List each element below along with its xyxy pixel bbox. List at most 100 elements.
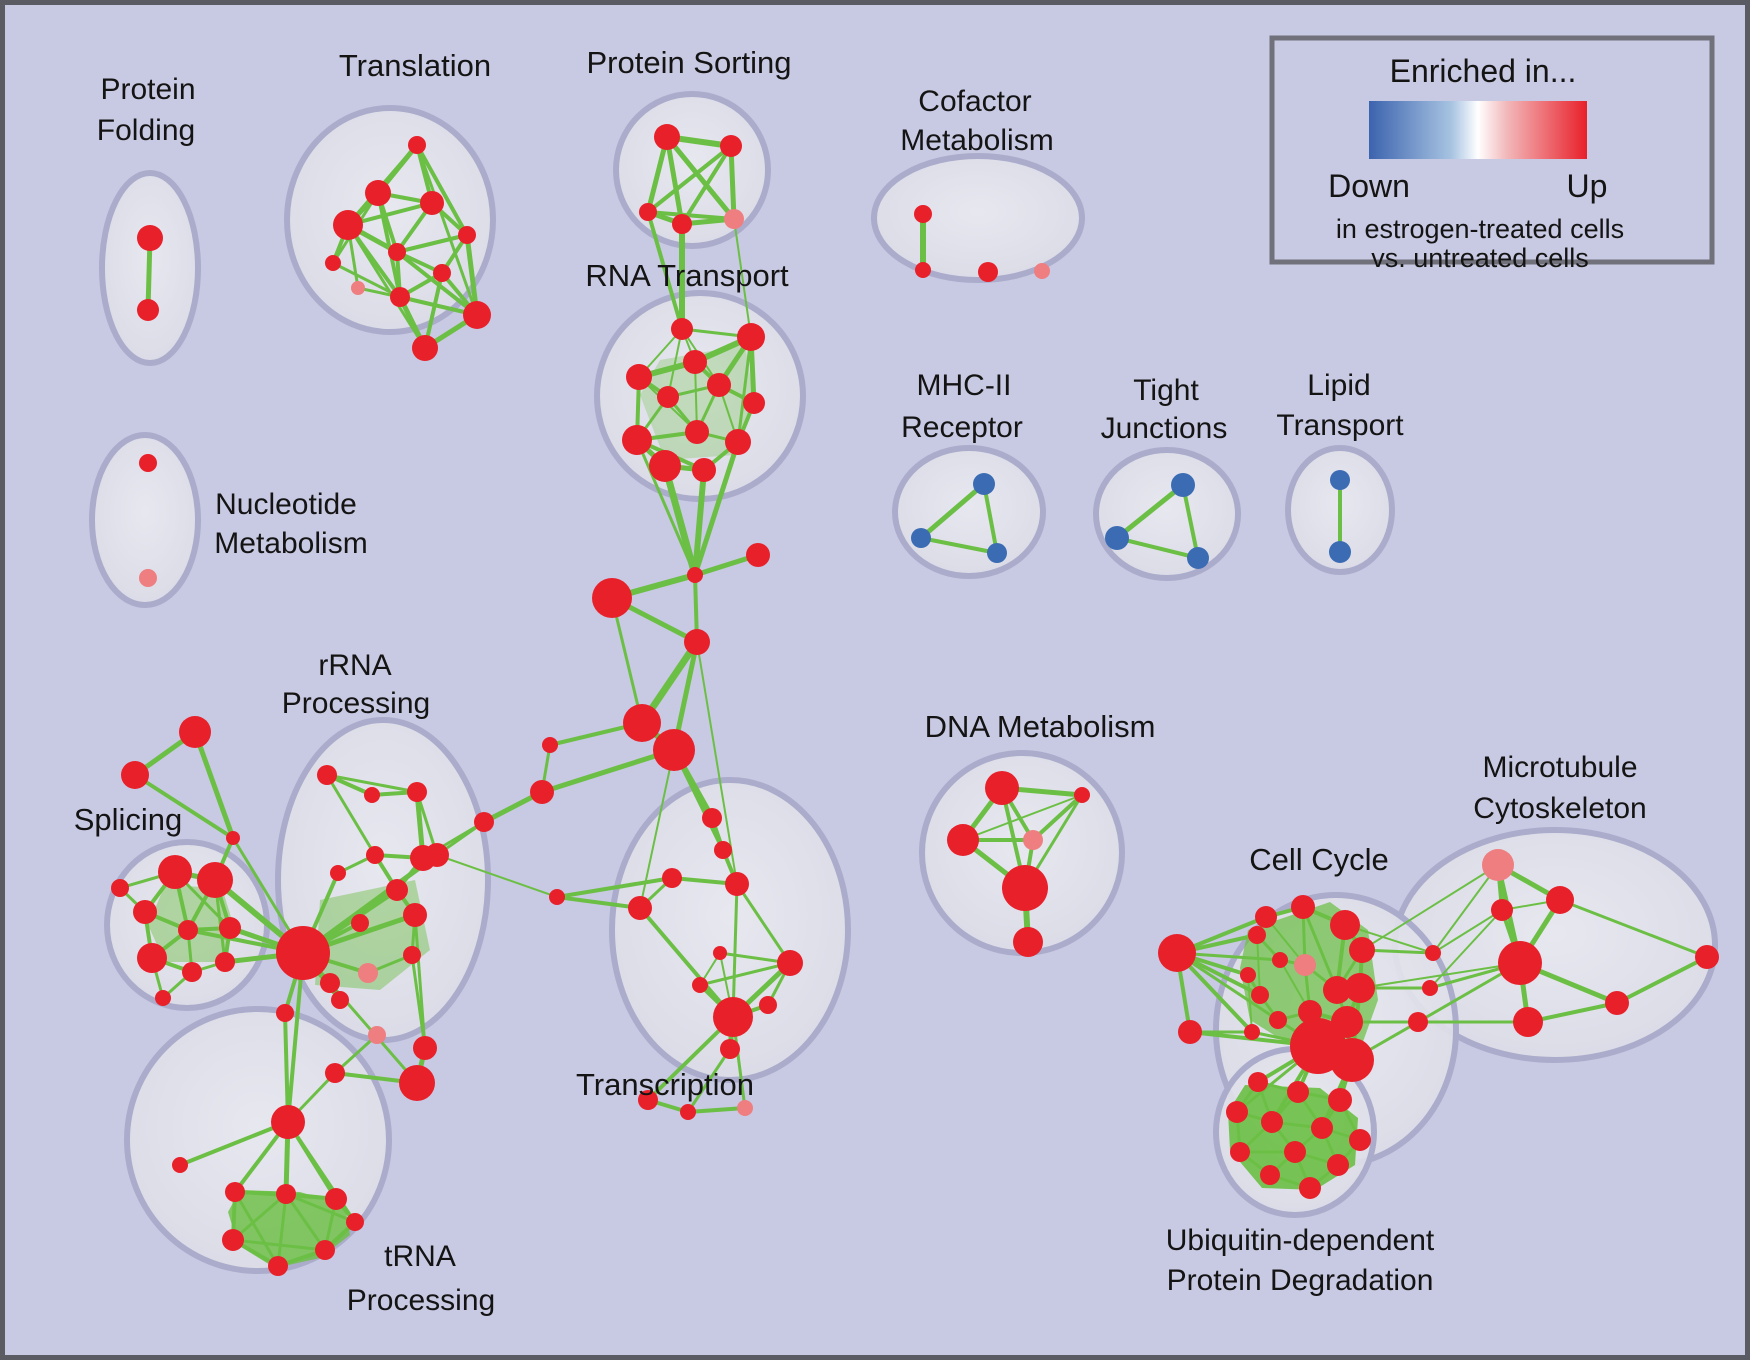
node-m4 — [1513, 1007, 1543, 1037]
cluster-label-tight-junctions-line2: Junctions — [1101, 412, 1228, 445]
node-tr2 — [714, 841, 732, 859]
node-s7 — [182, 962, 202, 982]
edge-hull-rrna-core — [315, 880, 430, 990]
node-n2 — [139, 569, 157, 587]
edge-tr13-tr14 — [686, 1106, 747, 1114]
node-c1 — [687, 567, 703, 583]
node-rr19 — [399, 1065, 435, 1101]
node-cc13 — [1298, 1000, 1322, 1024]
node-tn3 — [325, 1188, 347, 1210]
edge-cc10-cc15 — [1247, 974, 1253, 1033]
node-rr18 — [325, 1063, 345, 1083]
edge-tn2-tn6 — [284, 1192, 327, 1252]
node-tr11 — [720, 1039, 740, 1059]
node-tr9 — [777, 950, 803, 976]
node-tr10 — [713, 997, 753, 1037]
node-lp1 — [1330, 470, 1350, 490]
node-rr7 — [386, 879, 408, 901]
node-rt11 — [649, 450, 681, 482]
node-u7 — [1349, 1129, 1371, 1151]
node-t9 — [390, 287, 410, 307]
node-s5 — [219, 917, 241, 939]
node-cf1 — [914, 205, 932, 223]
edge-ps1-ps5 — [664, 134, 737, 222]
node-rt9 — [622, 425, 652, 455]
cluster-label-ubiquitin-degradation-line1: Ubiquitin-dependent — [1166, 1224, 1435, 1257]
edge-rr1-rr3 — [325, 773, 419, 794]
edge-tri2-tri3 — [133, 773, 235, 840]
node-m1 — [1546, 886, 1574, 914]
node-rr5 — [366, 846, 384, 864]
edge-rt12-c1 — [692, 467, 707, 578]
node-b3 — [1408, 1012, 1428, 1032]
edge-mh1-mh3 — [982, 482, 999, 555]
cluster-label-lipid-transport-line1: Lipid — [1307, 369, 1370, 402]
edge-tn2-tn5 — [276, 1192, 288, 1268]
node-mh1 — [973, 473, 995, 495]
node-u4 — [1226, 1101, 1248, 1123]
node-cc7 — [1294, 954, 1316, 976]
edge-tr3-tr10 — [731, 882, 739, 1019]
node-b2 — [1422, 980, 1438, 996]
cluster-label-rna-transport: RNA Transport — [585, 258, 789, 293]
cluster-label-mhc-ii-receptor-line2: Receptor — [901, 411, 1023, 444]
cluster-label-splicing: Splicing — [74, 802, 183, 837]
edge-cc3-b1 — [1344, 924, 1434, 954]
node-rr21 — [320, 973, 340, 993]
edge-tj1-tj3 — [1181, 483, 1200, 560]
edge-cc5-cc11 — [1256, 934, 1261, 996]
node-rr16 — [413, 1036, 437, 1060]
node-cc11 — [1251, 986, 1269, 1004]
legend-gradient-bar — [1369, 101, 1587, 159]
node-mh2 — [911, 528, 931, 548]
node-d3 — [947, 824, 979, 856]
cluster-label-trna-processing-line2: Processing — [347, 1284, 495, 1317]
edge-tr0-rr14 — [436, 854, 558, 898]
node-u5 — [1261, 1111, 1283, 1133]
node-t12 — [325, 255, 341, 271]
node-u10 — [1327, 1154, 1349, 1176]
edge-cc4-m0 — [1361, 864, 1499, 951]
node-tri1 — [179, 716, 211, 748]
node-hub2 — [653, 729, 695, 771]
node-tn2 — [276, 1184, 296, 1204]
cluster-label-tight-junctions-line1: Tight — [1133, 374, 1199, 407]
legend-caption-line2: vs. untreated cells — [1371, 243, 1589, 273]
edge-ps3-ps5 — [646, 210, 736, 221]
cluster-label-microtubule-cytoskeleton-line2: Cytoskeleton — [1473, 792, 1646, 825]
node-t1 — [408, 136, 426, 154]
edge-b1-m2 — [1432, 909, 1503, 954]
cluster-label-nucleotide-metabolism-line2: Metabolism — [214, 527, 367, 560]
legend-title: Enriched in... — [1390, 53, 1577, 89]
node-cf2 — [915, 262, 931, 278]
edge-hull-ubiquitin-core — [1228, 1085, 1358, 1190]
node-ps5 — [724, 209, 744, 229]
cluster-label-protein-sorting: Protein Sorting — [586, 45, 791, 80]
node-cc3 — [1330, 910, 1360, 940]
node-rt3 — [683, 350, 707, 374]
node-tri2 — [121, 761, 149, 789]
node-cc8 — [1323, 976, 1351, 1004]
edge-rt11-c1 — [661, 462, 699, 579]
cluster-label-cofactor-metabolism-line2: Metabolism — [900, 124, 1053, 157]
node-s1 — [158, 855, 192, 889]
edge-ps2-ps3 — [646, 144, 733, 214]
edge-t6-t10 — [395, 250, 479, 317]
node-s2 — [197, 862, 233, 898]
edge-tr6-tr9 — [698, 961, 792, 987]
node-t7 — [433, 264, 451, 282]
edge-cc9-m3 — [1359, 962, 1521, 989]
node-s10 — [111, 879, 129, 897]
node-rr14 — [425, 843, 449, 867]
edge-cc0-cc12 — [1175, 951, 1280, 1022]
node-rt4 — [626, 364, 652, 390]
node-c3 — [592, 578, 632, 618]
edge-d2-d3 — [962, 794, 1083, 841]
node-t11 — [412, 335, 438, 361]
node-cc6 — [1272, 952, 1288, 968]
node-tr12 — [638, 1090, 658, 1110]
edge-d2-d4 — [1031, 793, 1084, 842]
edge-rr13-rr16 — [410, 953, 427, 1050]
node-t2 — [365, 180, 391, 206]
edge-ps1-ps4 — [664, 134, 685, 227]
